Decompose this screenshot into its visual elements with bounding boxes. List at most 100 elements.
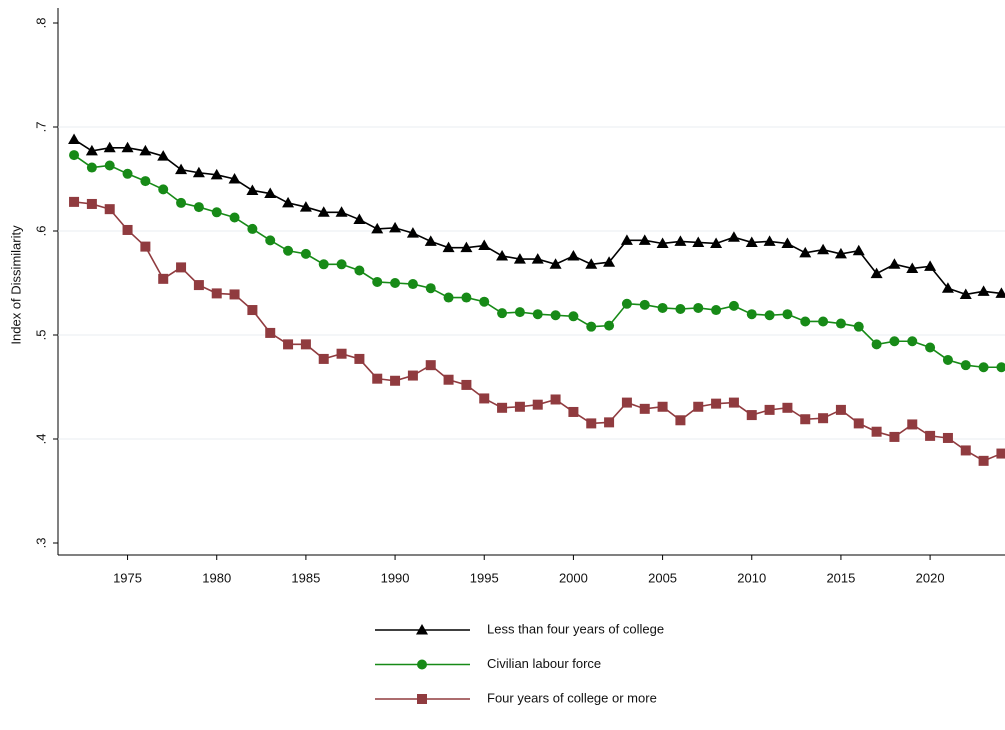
point [996,448,1005,459]
point [193,280,204,291]
point [568,311,579,322]
y-tick-label: .8 [33,18,48,29]
point [621,298,632,309]
point [265,235,276,246]
point [834,247,847,259]
point [282,196,295,208]
point [567,249,580,261]
point [638,234,651,245]
point [247,223,258,234]
point [478,239,491,251]
point [229,212,240,223]
point [925,430,936,441]
point [568,406,579,417]
point [461,379,472,390]
point [550,394,561,405]
point [210,168,223,180]
point [978,362,989,373]
point [693,302,704,313]
point [799,246,812,258]
point [996,362,1005,373]
x-tick-label: 1985 [291,570,320,585]
point [139,144,152,156]
point [675,415,686,426]
point [639,403,650,414]
point [140,176,151,187]
point [710,237,723,248]
point [852,244,865,256]
point [390,375,401,386]
legend-label: Civilian labour force [487,656,601,671]
point [122,168,133,179]
y-axis-title: Index of Dissimilarity [8,225,23,345]
point [417,659,427,670]
point [586,418,597,429]
point [781,237,794,248]
point [853,418,864,429]
x-tick-label: 1980 [202,570,231,585]
point [818,316,829,327]
point [977,285,990,296]
point [514,307,525,318]
point [888,258,901,269]
point [211,207,222,218]
point [889,336,900,347]
point [727,231,740,242]
point [745,236,758,247]
point [960,360,971,371]
point [853,321,864,332]
point [906,262,919,273]
point [425,283,436,294]
point [336,348,347,359]
point [479,296,490,307]
point [586,321,597,332]
point [461,292,472,303]
point [782,402,793,413]
point [175,163,188,175]
point [728,300,739,311]
point [639,299,650,310]
point [693,401,704,412]
y-tick-label: .4 [33,434,48,445]
point [978,455,989,466]
point [69,196,80,207]
point [514,401,525,412]
point [995,287,1005,298]
point [443,374,454,385]
x-tick-label: 2015 [826,570,855,585]
point [479,393,490,404]
point [407,370,418,381]
point [416,624,428,635]
point [656,237,669,248]
point [460,241,473,253]
point [764,404,775,415]
point [335,206,348,217]
point [532,309,543,320]
point [942,432,953,443]
point [157,150,170,161]
x-tick-label: 2005 [648,570,677,585]
point [246,184,259,195]
point [371,222,384,234]
point [264,187,277,199]
point [442,241,455,253]
point [959,288,972,299]
point [283,245,294,256]
point [496,249,509,261]
point [817,243,830,255]
point [960,445,971,456]
point [354,265,365,276]
point [763,235,776,246]
point [68,133,81,144]
point [406,227,419,238]
point [907,336,918,347]
point [604,320,615,331]
point [800,414,811,425]
point [317,206,330,217]
y-tick-label: .3 [33,538,48,549]
point [228,173,241,184]
point [176,262,187,273]
point [711,398,722,409]
point [925,342,936,353]
point [158,273,169,284]
